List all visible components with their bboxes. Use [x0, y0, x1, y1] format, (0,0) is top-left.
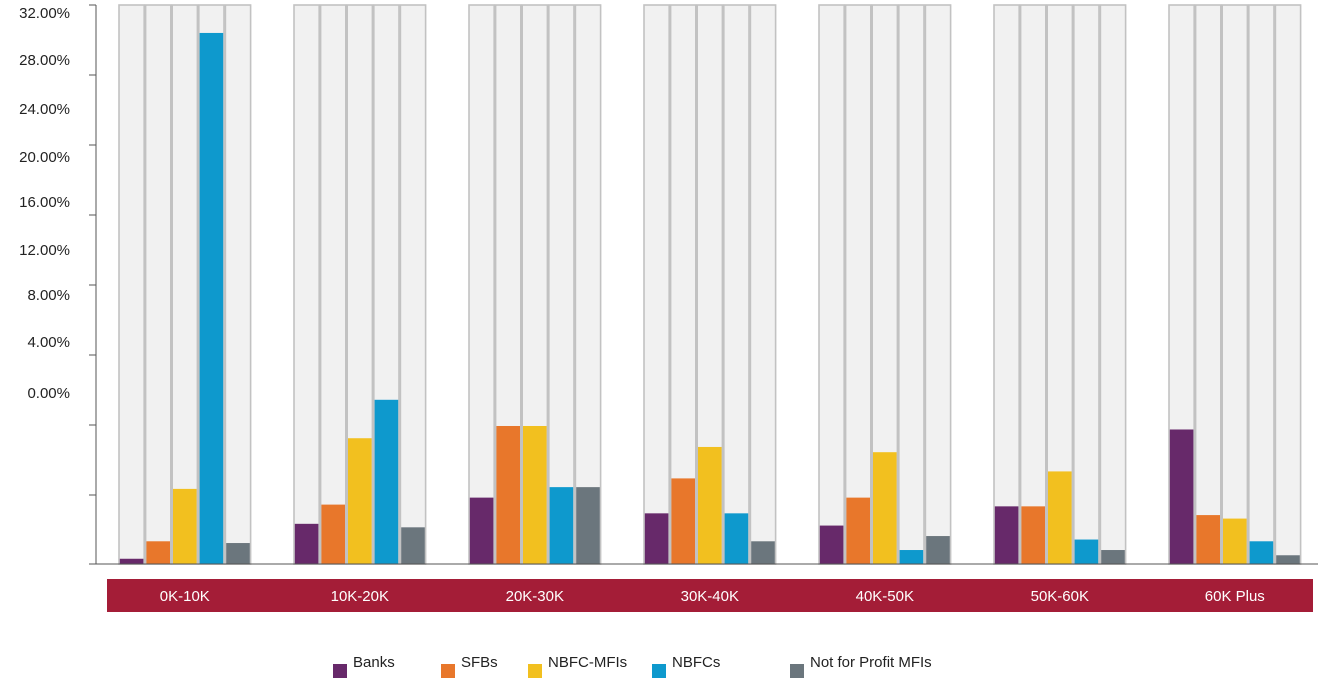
bar-not-for-profit-mfis: [401, 527, 425, 564]
bar-slot: [722, 4, 750, 565]
y-tick-label: 20.00%: [19, 149, 70, 166]
bar-nbfc-mfis: [873, 452, 897, 564]
bar-slot: [144, 4, 172, 565]
category-band: 0K-10K 10K-20K 20K-30K 30K-40K 40K-50K 50K-60…: [107, 579, 1313, 612]
x-category-label: 0K-10K: [160, 588, 210, 605]
bar-slot: [171, 4, 199, 565]
bar-sfbs: [146, 541, 170, 564]
y-tick-label: 12.00%: [19, 242, 70, 259]
y-tick-label: 32.00%: [19, 5, 70, 22]
legend-label: SFBs: [461, 654, 498, 671]
bar-not-for-profit-mfis: [1101, 550, 1125, 564]
bar-nbfcs: [899, 550, 924, 564]
bar-sfbs: [846, 497, 870, 564]
bar-nbfc-mfis: [1223, 518, 1247, 564]
bar-sfbs: [321, 504, 345, 564]
bar-slot: [468, 4, 496, 565]
bar-slot: [897, 4, 925, 565]
bar-banks: [644, 513, 669, 564]
bar-slot: [818, 4, 846, 565]
legend-swatch: [528, 664, 542, 678]
x-category-label: 60K Plus: [1205, 588, 1265, 605]
bar-slot: [643, 4, 671, 565]
bar-not-for-profit-mfis: [576, 487, 600, 564]
bar-not-for-profit-mfis: [1276, 555, 1300, 564]
bar-slot: [319, 4, 347, 565]
legend-label: Not for Profit MFIs: [810, 654, 932, 671]
bar-sfbs: [671, 478, 695, 564]
bar-nbfc-mfis: [348, 438, 372, 564]
bar-banks: [819, 525, 844, 564]
bar-slot: [1274, 4, 1302, 565]
x-category-label: 20K-30K: [506, 588, 564, 605]
bar-nbfcs: [199, 32, 224, 564]
legend-swatch: [441, 664, 455, 678]
bar-sfbs: [1196, 515, 1220, 564]
y-tick-label: 16.00%: [19, 194, 70, 211]
bar-nbfc-mfis: [698, 446, 722, 564]
axes: [89, 4, 1318, 565]
bar-slot: [547, 4, 575, 565]
legend: Banks SFBs NBFC-MFIs NBFCs Not for Profit MF…: [333, 654, 932, 678]
bar-slot: [749, 4, 777, 565]
bar-slot: [993, 4, 1021, 565]
bar-nbfcs: [1249, 541, 1274, 564]
bar-slot: [293, 4, 321, 565]
bar-slot: [844, 4, 872, 565]
bar-sfbs: [1021, 506, 1045, 564]
bar-slot: [118, 4, 146, 565]
bar-slot: [924, 4, 952, 565]
y-tick-label: 24.00%: [19, 101, 70, 118]
bar-not-for-profit-mfis: [926, 536, 950, 564]
x-category-label: 30K-40K: [681, 588, 739, 605]
y-tick-label: 8.00%: [27, 287, 70, 304]
bar-slot: [574, 4, 602, 565]
bar-nbfc-mfis: [173, 488, 197, 564]
bar-nbfcs: [1074, 539, 1099, 564]
bar-slot: [1221, 4, 1249, 565]
bar-banks: [294, 523, 319, 564]
legend-swatch: [652, 664, 666, 678]
x-category-label: 10K-20K: [331, 588, 389, 605]
x-category-label: 40K-50K: [856, 588, 914, 605]
y-tick-label: 0.00%: [27, 385, 70, 402]
category-band-bg: [107, 579, 1313, 612]
bar-sfbs: [496, 425, 520, 564]
y-tick-label: 28.00%: [19, 52, 70, 69]
legend-swatch: [790, 664, 804, 678]
bar-not-for-profit-mfis: [751, 541, 775, 564]
bar-slot: [1194, 4, 1222, 565]
bar-nbfcs: [374, 399, 399, 564]
bar-banks: [1169, 429, 1194, 564]
bar-banks: [994, 506, 1019, 564]
bar-nbfc-mfis: [1048, 471, 1072, 564]
x-category-label: 50K-60K: [1031, 588, 1089, 605]
legend-swatch: [333, 664, 347, 678]
bar-slot: [1099, 4, 1127, 565]
bar-nbfcs: [724, 513, 749, 564]
bar-not-for-profit-mfis: [226, 543, 250, 564]
bar-slot: [669, 4, 697, 565]
bar-nbfcs: [549, 487, 574, 564]
legend-label: Banks: [353, 654, 395, 671]
bar-banks: [119, 558, 144, 564]
legend-label: NBFCs: [672, 654, 720, 671]
bars: [119, 32, 1300, 564]
y-tick-label: 4.00%: [27, 334, 70, 351]
bar-slot: [1073, 4, 1100, 565]
bar-slot: [1248, 4, 1275, 565]
bar-nbfc-mfis: [523, 425, 547, 564]
bar-slot: [224, 4, 252, 565]
bar-banks: [469, 497, 494, 564]
bar-slot: [399, 4, 427, 565]
bar-slot: [1019, 4, 1047, 565]
legend-label: NBFC-MFIs: [548, 654, 627, 671]
y-axis-tick-labels: 32.00% 28.00% 24.00% 20.00% 16.00% 12.00% 8.00…: [19, 5, 70, 402]
